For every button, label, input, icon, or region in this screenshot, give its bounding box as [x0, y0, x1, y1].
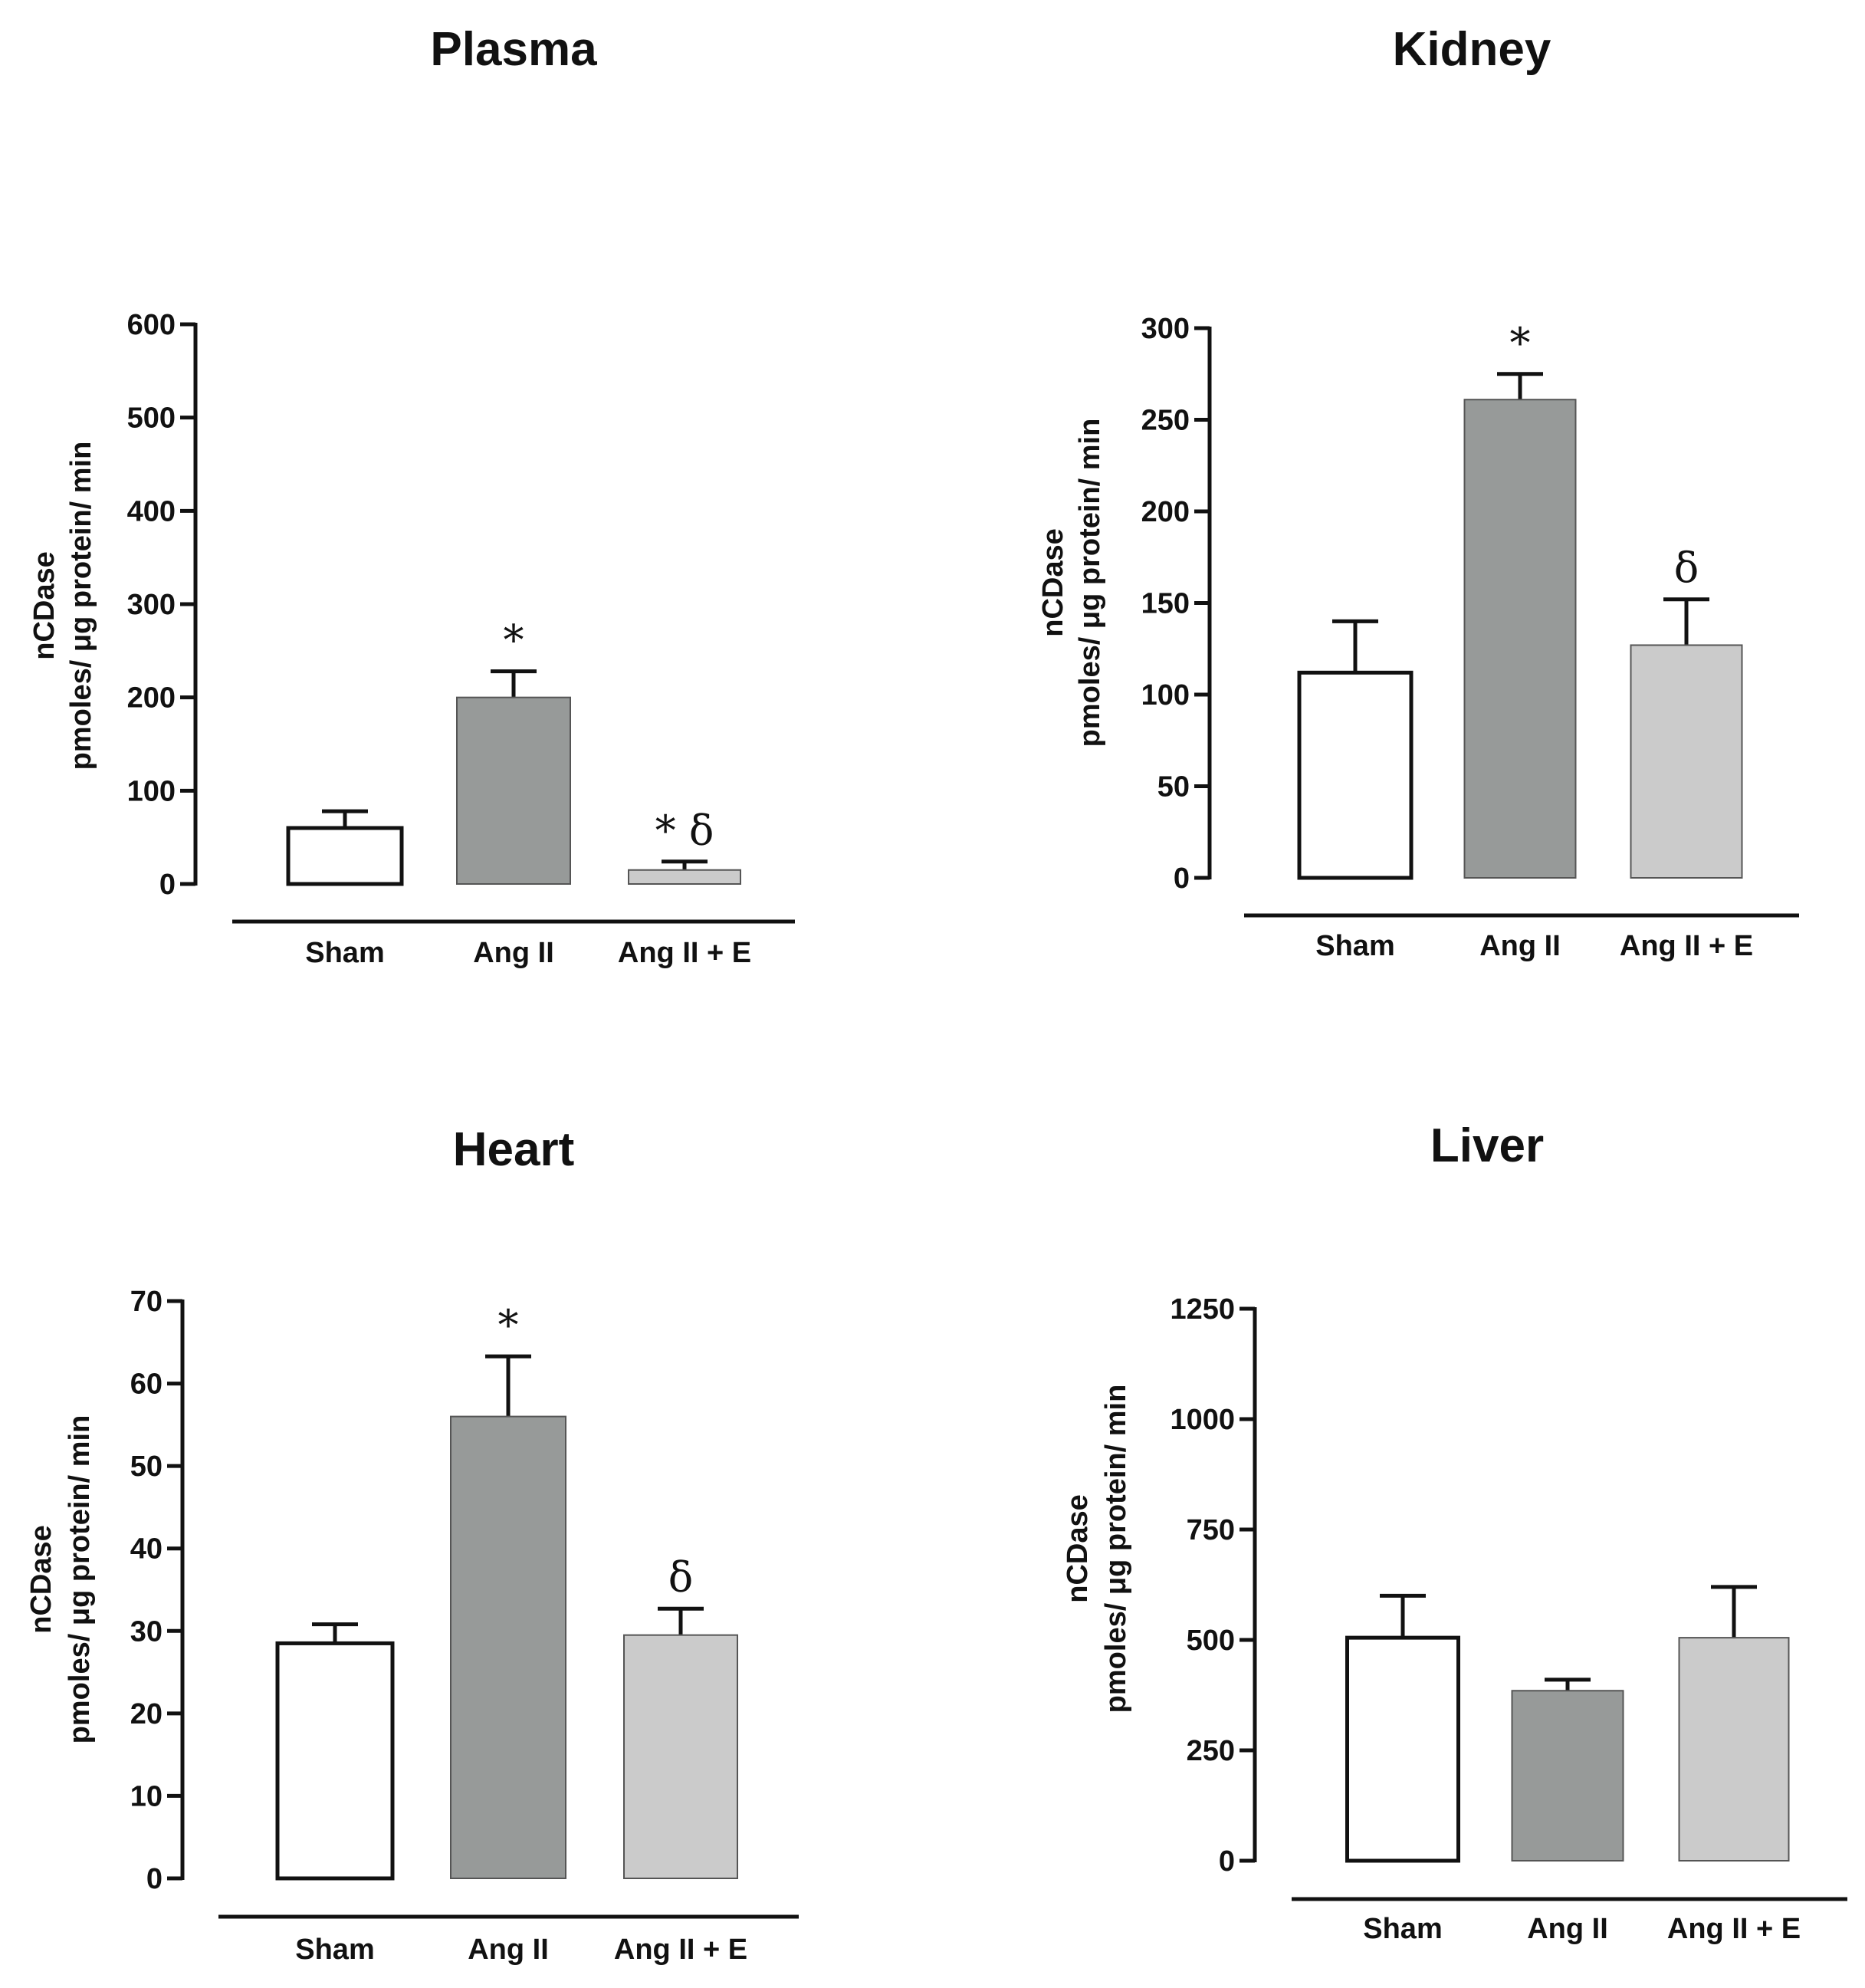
- liver-y-axis-label: nCDase: [1062, 1494, 1094, 1603]
- liver-bar-sham: [1345, 1635, 1460, 1863]
- liver-bar-ang-ii-e: [1678, 1637, 1790, 1862]
- kidney-bar-ang-ii-e: [1630, 644, 1743, 879]
- heart-significance-ang-ii: *: [498, 1301, 519, 1349]
- kidney-category-label-ang-ii-e: Ang II + E: [1620, 930, 1753, 962]
- liver-bar-ang-ii: [1511, 1690, 1624, 1861]
- heart-category-label-ang-ii-e: Ang II + E: [614, 1934, 747, 1966]
- kidney-y-axis-label: nCDase: [1037, 528, 1069, 637]
- kidney-category-label-ang-ii: Ang II: [1479, 930, 1561, 962]
- kidney-significance-ang-ii: *: [1510, 319, 1531, 367]
- liver-y-tick-label: 1250: [1170, 1293, 1235, 1326]
- heart-bar-ang-ii-e: [623, 1634, 738, 1880]
- liver-y-tick-label: 750: [1187, 1514, 1235, 1546]
- liver-category-label-ang-ii: Ang II: [1527, 1913, 1608, 1945]
- chart-panel-heart: Heart 0 10 20 30 40 50 60 70 nCDase pmoles/ μg pro…: [25, 1123, 799, 1966]
- liver-y-axis-label-units: pmoles/ μg protein/ min: [1100, 1385, 1132, 1714]
- kidney-y-tick-label: 300: [1141, 313, 1190, 345]
- heart-y-tick-label: 70: [130, 1286, 163, 1318]
- kidney-chart-title: Kidney: [1393, 23, 1551, 76]
- kidney-y-tick-label: 0: [1174, 863, 1190, 895]
- heart-chart-title: Heart: [453, 1123, 575, 1176]
- kidney-y-tick-label: 200: [1141, 496, 1190, 528]
- heart-y-tick-label: 50: [130, 1451, 163, 1483]
- liver-y-tick-label: 250: [1187, 1735, 1235, 1767]
- kidney-bar-ang-ii: [1463, 399, 1577, 879]
- chart-panel-kidney: Kidney 0 50 100 150 200 250 300 nCDase pmoles/ μg…: [1037, 23, 1799, 962]
- plasma-y-tick-label: 500: [127, 403, 176, 435]
- plasma-bar-sham: [286, 826, 404, 886]
- plasma-bar-ang-ii-e: [628, 869, 741, 885]
- kidney-y-axis-label-units: pmoles/ μg protein/ min: [1074, 419, 1106, 748]
- plasma-y-tick-label: 600: [127, 309, 176, 341]
- plasma-chart-title: Plasma: [430, 23, 597, 76]
- heart-y-tick-label: 40: [130, 1533, 163, 1566]
- kidney-y-tick-label: 150: [1141, 588, 1190, 620]
- chart-panel-plasma: Plasma 0 100 200 300 400 500 600 nCDase pmoles/ μ…: [28, 23, 795, 969]
- plasma-y-tick-label: 300: [127, 589, 176, 621]
- heart-bar-ang-ii: [450, 1415, 566, 1879]
- heart-y-tick-label: 30: [130, 1615, 163, 1648]
- plasma-category-label-ang-ii-e: Ang II + E: [618, 937, 751, 969]
- liver-category-label-sham: Sham: [1363, 1913, 1442, 1945]
- liver-y-tick-label: 0: [1219, 1845, 1235, 1878]
- heart-category-label-ang-ii: Ang II: [468, 1934, 549, 1966]
- plasma-significance-ang-ii: *: [504, 616, 524, 665]
- plasma-category-label-sham: Sham: [305, 937, 384, 969]
- heart-y-axis-label-units: pmoles/ μg protein/ min: [64, 1415, 96, 1744]
- kidney-y-tick-label: 50: [1157, 771, 1190, 803]
- chart-panel-liver: Liver 0 250 500 750 1000 1250 nCDase pmoles/ μg …: [1062, 1119, 1847, 1945]
- kidney-y-tick-label: 100: [1141, 679, 1190, 711]
- kidney-y-tick-label: 250: [1141, 405, 1190, 437]
- kidney-significance-ang-ii-e: δ: [1674, 544, 1699, 593]
- plasma-y-tick-label: 100: [127, 775, 176, 807]
- plasma-bar-ang-ii: [456, 696, 571, 886]
- plasma-y-axis-label: nCDase: [28, 551, 61, 660]
- heart-y-tick-label: 60: [130, 1369, 163, 1401]
- heart-y-tick-label: 20: [130, 1698, 163, 1730]
- kidney-category-label-sham: Sham: [1315, 930, 1394, 962]
- heart-bar-sham: [275, 1641, 395, 1881]
- plasma-y-tick-label: 200: [127, 682, 176, 715]
- heart-category-label-sham: Sham: [295, 1934, 374, 1966]
- heart-y-axis-label: nCDase: [25, 1525, 57, 1634]
- liver-y-tick-label: 1000: [1170, 1404, 1235, 1436]
- heart-significance-ang-ii-e: δ: [668, 1553, 694, 1602]
- kidney-bar-sham: [1297, 670, 1414, 880]
- plasma-category-label-ang-ii: Ang II: [473, 937, 554, 969]
- plasma-y-tick-label: 0: [159, 869, 176, 901]
- liver-y-tick-label: 500: [1187, 1625, 1235, 1657]
- liver-category-label-ang-ii-e: Ang II + E: [1667, 1913, 1801, 1945]
- heart-y-tick-label: 0: [146, 1863, 163, 1895]
- liver-chart-title: Liver: [1430, 1119, 1544, 1172]
- plasma-y-tick-label: 400: [127, 495, 176, 527]
- plasma-significance-ang-ii-e: * δ: [655, 807, 714, 855]
- plasma-y-axis-label-units: pmoles/ μg protein/ min: [65, 442, 97, 771]
- heart-y-tick-label: 10: [130, 1780, 163, 1812]
